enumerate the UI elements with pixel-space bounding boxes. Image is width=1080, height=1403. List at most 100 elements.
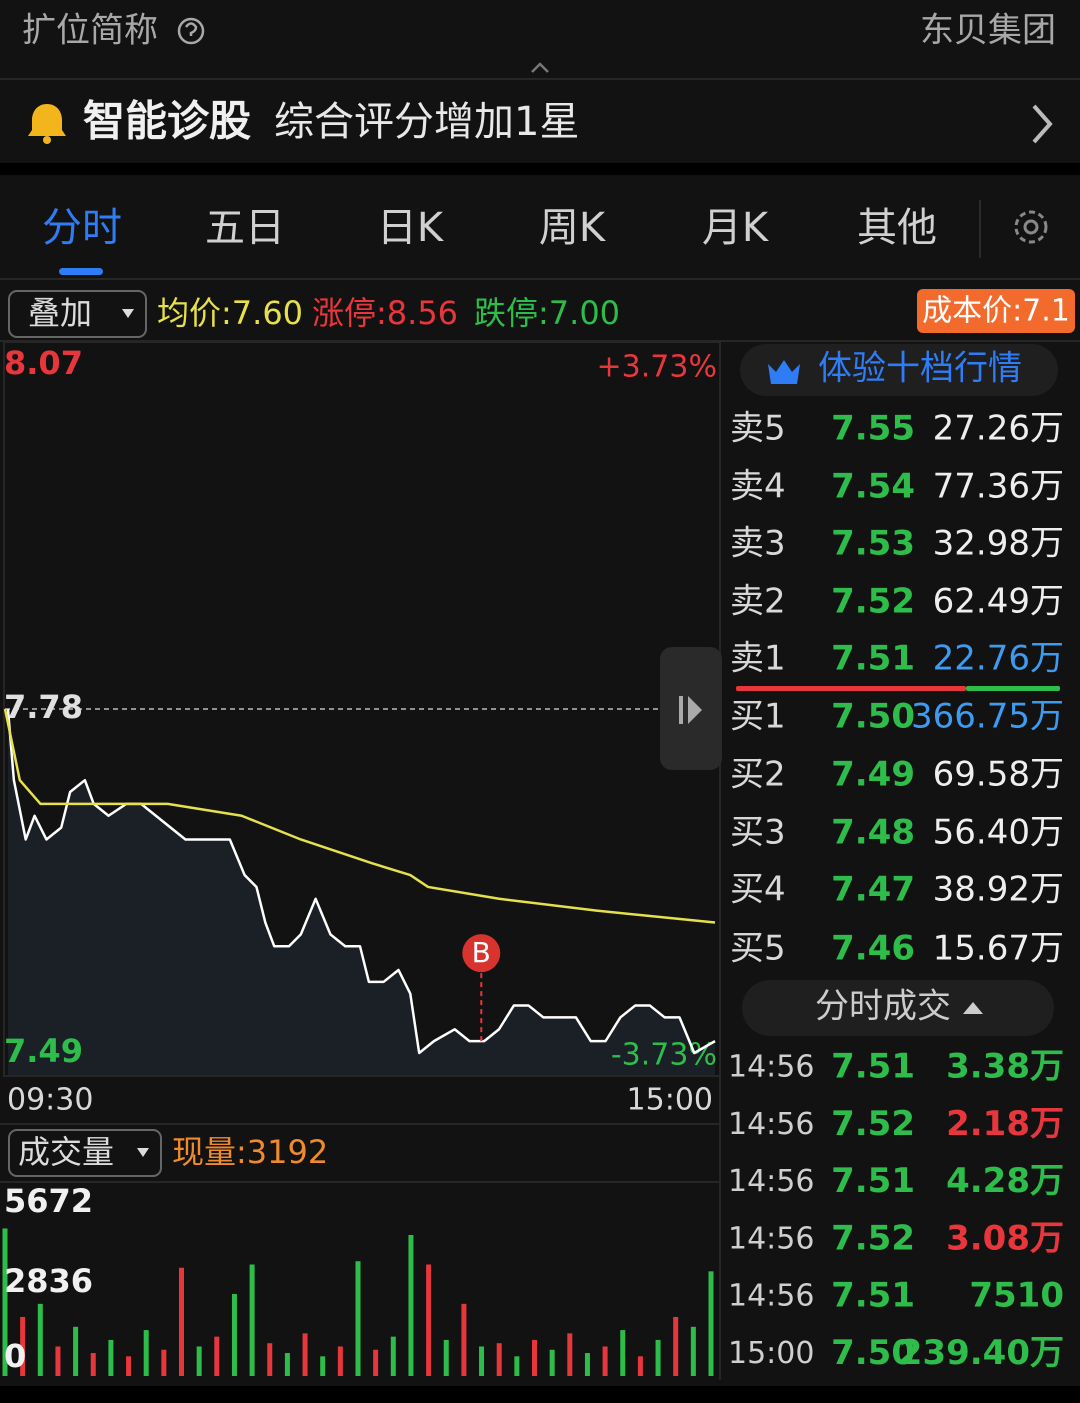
volume-bar bbox=[2, 1228, 8, 1376]
tab[interactable]: 五日 bbox=[205, 205, 285, 251]
book-volume: 62.49万 bbox=[933, 582, 1064, 622]
book-volume: 366.75万 bbox=[911, 697, 1064, 737]
volume-bar bbox=[73, 1326, 79, 1376]
book-volume: 77.36万 bbox=[933, 467, 1064, 507]
y-tick-label: 7.78 bbox=[4, 688, 83, 726]
cost-badge[interactable] bbox=[917, 289, 1075, 333]
crown-icon bbox=[768, 360, 800, 384]
volume-bar bbox=[602, 1346, 608, 1376]
annotation-label: B bbox=[472, 936, 491, 969]
book-level: 买5 bbox=[730, 929, 786, 969]
trade-volume: 3.08万 bbox=[946, 1218, 1064, 1258]
overlay-dropdown-label[interactable]: 叠加 bbox=[28, 294, 92, 332]
limit-down: 跌停:7.00 bbox=[474, 294, 620, 332]
y-tick-label: 8.07 bbox=[4, 344, 83, 382]
tab[interactable]: 其他 bbox=[857, 205, 937, 251]
tab[interactable]: 日K bbox=[377, 205, 445, 251]
book-level: 买2 bbox=[730, 755, 786, 795]
volume-bar bbox=[108, 1339, 114, 1376]
tab[interactable]: 月K bbox=[702, 205, 770, 251]
diagnosis-title[interactable]: 智能诊股 bbox=[83, 97, 251, 146]
trade-price: 7.52 bbox=[831, 1104, 915, 1144]
y-tick-label: 7.49 bbox=[4, 1032, 83, 1070]
volume-bar bbox=[302, 1333, 308, 1376]
price-chart: 7.49 7.78 8.07 -3.73% +3.73% 09:30 15:00 B bbox=[3, 344, 717, 1118]
cost-price[interactable]: 成本价:7.1 bbox=[922, 294, 1070, 329]
trade-volume: 7510 bbox=[969, 1276, 1064, 1316]
book-level: 买3 bbox=[730, 813, 786, 853]
x-tick-label: 15:00 bbox=[627, 1083, 713, 1118]
book-price: 7.55 bbox=[831, 409, 915, 449]
dropdown-arrow bbox=[122, 309, 134, 318]
company-name: 东贝集团 bbox=[920, 11, 1056, 51]
book-price: 7.47 bbox=[831, 870, 915, 910]
trade-price: 7.50 bbox=[831, 1333, 915, 1373]
order-book-title[interactable]: 体验十档行情 bbox=[818, 349, 1022, 389]
book-price: 7.46 bbox=[831, 929, 915, 969]
volume-bar bbox=[408, 1234, 414, 1376]
book-volume: 69.58万 bbox=[933, 755, 1064, 795]
volume-dropdown-label[interactable]: 成交量 bbox=[18, 1133, 114, 1171]
trade-price: 7.51 bbox=[831, 1047, 915, 1087]
volume-dropdown[interactable] bbox=[8, 1129, 162, 1177]
price-line bbox=[6, 708, 716, 1055]
short-name-label: 扩位简称 bbox=[22, 11, 158, 51]
book-volume: 56.40万 bbox=[933, 813, 1064, 853]
volume-bar bbox=[55, 1346, 61, 1376]
trade-time: 14:56 bbox=[728, 1279, 814, 1314]
y2-tick-label: -3.73% bbox=[611, 1038, 717, 1073]
volume-bar bbox=[655, 1339, 661, 1376]
volume-bar bbox=[337, 1346, 343, 1376]
volume-bar bbox=[461, 1303, 467, 1376]
trade-volume: 3.38万 bbox=[946, 1047, 1064, 1087]
book-level: 买1 bbox=[730, 697, 786, 737]
volume-bar bbox=[90, 1353, 96, 1376]
order-book-title-pill[interactable] bbox=[740, 344, 1058, 396]
dropdown-arrow bbox=[137, 1148, 149, 1157]
collapse-icon[interactable] bbox=[531, 62, 549, 73]
y-tick-label: 5672 bbox=[4, 1182, 93, 1220]
overlay-dropdown[interactable] bbox=[8, 290, 147, 338]
volume-bar bbox=[532, 1339, 537, 1376]
tab-bar: 分时 五日 日K 周K 月K 其他 bbox=[42, 205, 937, 251]
trade-price: 7.52 bbox=[831, 1218, 915, 1258]
trades-title[interactable]: 分时成交 bbox=[815, 987, 951, 1027]
trade-volume: 4.28万 bbox=[946, 1161, 1064, 1201]
book-price: 7.51 bbox=[831, 639, 915, 679]
bottom-band bbox=[0, 1386, 1080, 1403]
tab[interactable]: 周K bbox=[539, 205, 607, 251]
volume-bar bbox=[373, 1349, 379, 1376]
volume-bar bbox=[549, 1349, 555, 1376]
trade-price: 7.51 bbox=[831, 1161, 915, 1201]
tab-indicator bbox=[59, 268, 103, 275]
volume-bar bbox=[443, 1339, 449, 1376]
trades-title-pill[interactable] bbox=[742, 980, 1054, 1036]
volume-bar bbox=[249, 1264, 255, 1376]
chevron-right[interactable] bbox=[1032, 104, 1053, 144]
avg-price: 均价:7.60 bbox=[157, 294, 303, 332]
volume-bar bbox=[637, 1356, 643, 1376]
book-volume: 22.76万 bbox=[933, 639, 1064, 679]
sell-ratio-bar bbox=[736, 686, 966, 691]
info-icon[interactable] bbox=[177, 17, 205, 45]
book-volume: 38.92万 bbox=[933, 870, 1064, 910]
volume-bar bbox=[690, 1326, 696, 1376]
volume-bar bbox=[284, 1353, 290, 1376]
y-tick-label: 0 bbox=[4, 1337, 26, 1375]
annotation-marker[interactable] bbox=[462, 934, 501, 973]
book-volume: 15.67万 bbox=[933, 929, 1064, 969]
settings-icon[interactable] bbox=[1014, 210, 1048, 244]
book-level: 卖3 bbox=[730, 524, 786, 564]
y-tick-label: 2836 bbox=[4, 1262, 93, 1300]
volume-bar bbox=[426, 1264, 432, 1376]
book-price: 7.49 bbox=[831, 755, 915, 795]
book-level: 卖5 bbox=[730, 409, 786, 449]
diagnosis-message[interactable]: 综合评分增加1星 bbox=[274, 99, 579, 145]
band bbox=[0, 163, 1080, 175]
book-price: 7.52 bbox=[831, 582, 915, 622]
tab[interactable]: 分时 bbox=[42, 205, 122, 251]
volume-bar bbox=[267, 1343, 273, 1376]
volume-bar bbox=[214, 1336, 220, 1376]
